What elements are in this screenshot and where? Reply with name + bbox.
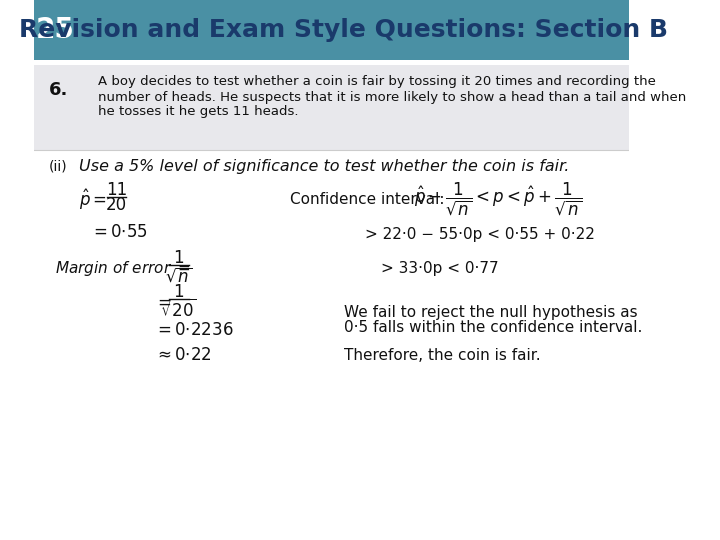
- Text: 0·5 falls within the confidence interval.: 0·5 falls within the confidence interval…: [344, 320, 642, 334]
- Text: 25: 25: [36, 16, 75, 44]
- Text: Therefore, the coin is fair.: Therefore, the coin is fair.: [344, 348, 541, 362]
- Text: $=$: $=$: [154, 293, 171, 311]
- Text: We fail to reject the null hypothesis as: We fail to reject the null hypothesis as: [344, 305, 638, 320]
- FancyBboxPatch shape: [34, 65, 629, 150]
- Text: $\sqrt{n}$: $\sqrt{n}$: [165, 267, 192, 285]
- Text: A boy decides to test whether a coin is fair by tossing it 20 times and recordin: A boy decides to test whether a coin is …: [99, 76, 656, 89]
- Text: $\hat{p}-\dfrac{1}{\sqrt{n}}<p<\hat{p}+\dfrac{1}{\sqrt{n}}$: $\hat{p}-\dfrac{1}{\sqrt{n}}<p<\hat{p}+\…: [414, 180, 582, 218]
- Text: > 22·0 − 55·0p < 0·55 + 0·22: > 22·0 − 55·0p < 0·55 + 0·22: [364, 227, 595, 242]
- FancyBboxPatch shape: [34, 0, 629, 60]
- Text: he tosses it he gets 11 heads.: he tosses it he gets 11 heads.: [99, 105, 299, 118]
- Text: 20: 20: [106, 196, 127, 214]
- Text: 1: 1: [174, 249, 184, 267]
- Text: $\hat{p}=$: $\hat{p}=$: [79, 188, 107, 212]
- Text: 1: 1: [174, 283, 184, 301]
- Text: $= 0{\cdot}2236$: $= 0{\cdot}2236$: [154, 321, 233, 339]
- Text: Margin of error $=$: Margin of error $=$: [55, 259, 190, 278]
- Text: $= 0{\cdot}55$: $= 0{\cdot}55$: [90, 223, 148, 241]
- Text: 11: 11: [106, 181, 127, 199]
- Text: Use a 5% level of significance to test whether the coin is fair.: Use a 5% level of significance to test w…: [79, 159, 570, 174]
- Text: Confidence interval:: Confidence interval:: [290, 192, 445, 207]
- FancyBboxPatch shape: [34, 0, 77, 60]
- Text: (ii): (ii): [49, 160, 68, 174]
- Text: $\approx 0{\cdot}22$: $\approx 0{\cdot}22$: [154, 346, 212, 364]
- Text: Revision and Exam Style Questions: Section B: Revision and Exam Style Questions: Secti…: [19, 18, 668, 42]
- Text: $\sqrt{20}$: $\sqrt{20}$: [160, 299, 197, 321]
- Text: number of heads. He suspects that it is more likely to show a head than a tail a: number of heads. He suspects that it is …: [99, 91, 687, 104]
- Text: > 33·0p < 0·77: > 33·0p < 0·77: [381, 260, 499, 275]
- Text: 6.: 6.: [49, 81, 68, 99]
